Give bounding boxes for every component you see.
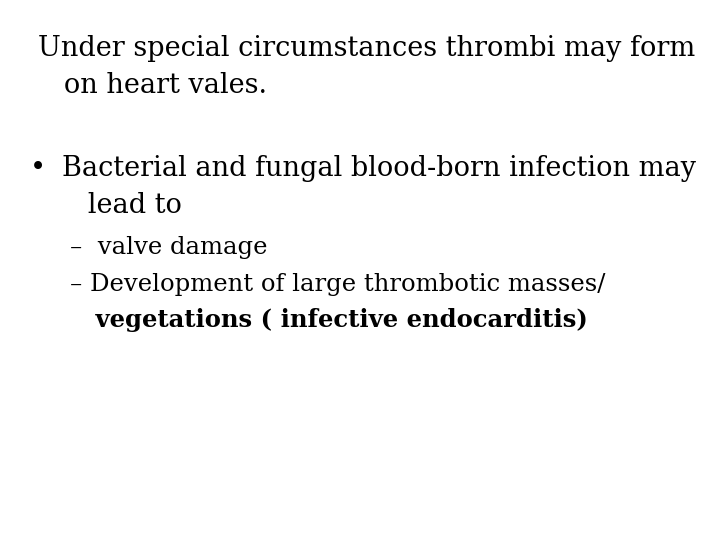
Text: – Development of large thrombotic masses/: – Development of large thrombotic masses…	[70, 273, 606, 296]
Text: vegetations ( infective endocarditis): vegetations ( infective endocarditis)	[70, 308, 588, 332]
Text: on heart vales.: on heart vales.	[38, 72, 267, 99]
Text: Bacterial and fungal blood-born infection may: Bacterial and fungal blood-born infectio…	[62, 155, 696, 182]
Text: Under special circumstances thrombi may form: Under special circumstances thrombi may …	[38, 35, 696, 62]
Text: lead to: lead to	[62, 192, 182, 219]
Text: •: •	[30, 155, 46, 182]
Text: –  valve damage: – valve damage	[70, 236, 268, 259]
